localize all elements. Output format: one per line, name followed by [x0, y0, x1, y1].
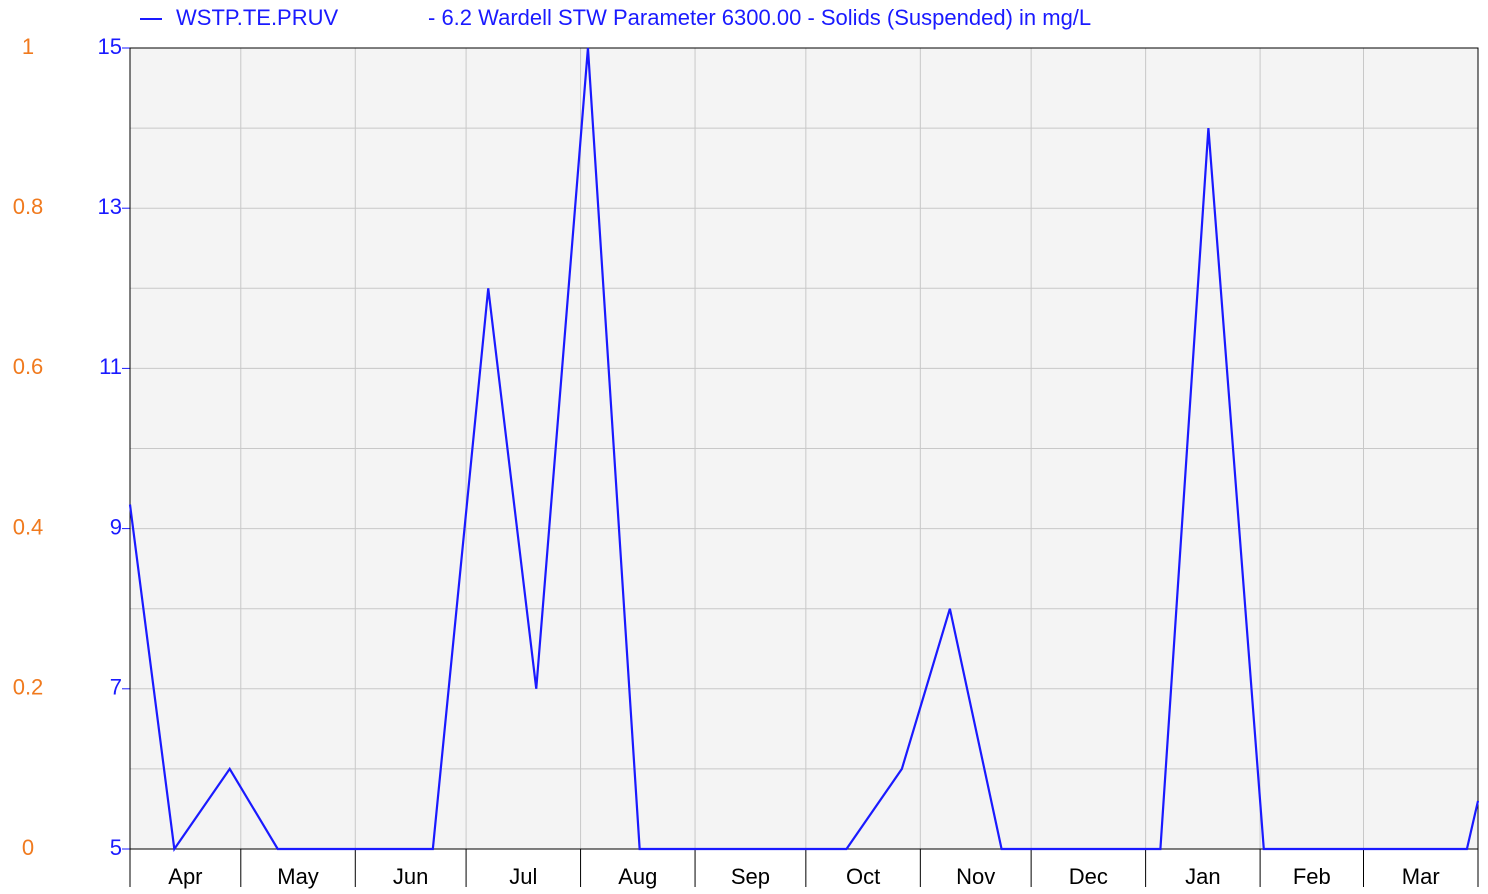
y2-tick-label: 0 [22, 835, 34, 860]
legend-label: WSTP.TE.PRUV [176, 5, 339, 30]
x-tick-label: Oct [846, 864, 880, 889]
x-tick-label: May [277, 864, 319, 889]
x-tick-label: Nov [956, 864, 995, 889]
x-tick-label: Jul [509, 864, 537, 889]
y-tick-label: 11 [99, 354, 122, 379]
y2-tick-label: 0.8 [13, 194, 44, 219]
y2-tick-label: 1 [22, 34, 34, 59]
data-line [128, 47, 1480, 852]
chart-title: - 6.2 Wardell STW Parameter 6300.00 - So… [428, 5, 1091, 30]
y2-tick-label: 0.2 [13, 675, 44, 700]
x-tick-label: Jan [1185, 864, 1220, 889]
y2-tick-label: 0.6 [13, 354, 44, 379]
y-tick-label: 5 [110, 835, 122, 860]
x-tick-label: Dec [1069, 864, 1108, 889]
y-tick-label: 9 [110, 514, 122, 539]
x-tick-label: Aug [618, 864, 657, 889]
y2-tick-label: 0.4 [13, 514, 44, 539]
x-tick-label: Mar [1402, 864, 1440, 889]
x-tick-label: Feb [1293, 864, 1331, 889]
y-tick-label: 7 [110, 675, 122, 700]
x-tick-label: Apr [168, 864, 202, 889]
x-tick-label: Jun [393, 864, 428, 889]
y-tick-label: 13 [98, 194, 122, 219]
y-tick-label: 15 [98, 34, 122, 59]
x-tick-label: Sep [731, 864, 770, 889]
